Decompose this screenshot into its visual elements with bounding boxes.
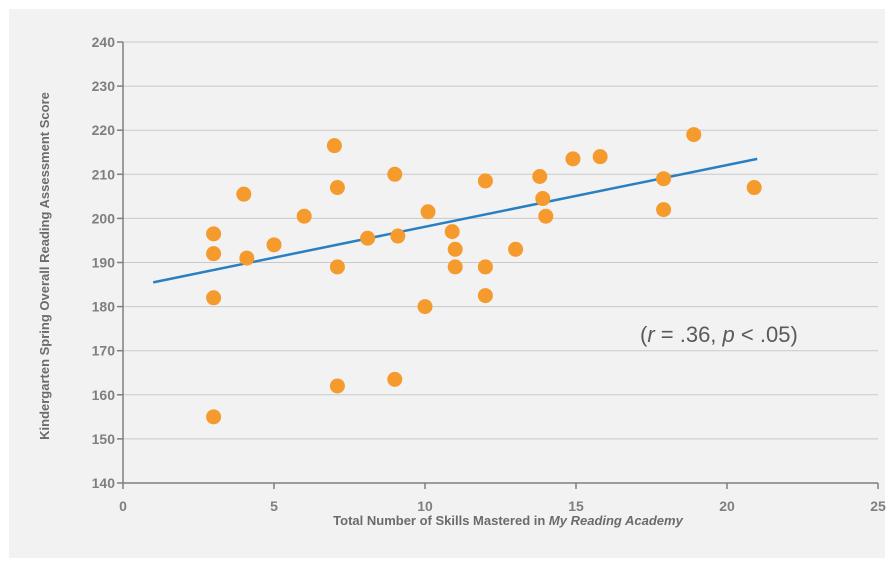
data-point <box>360 230 376 246</box>
data-point <box>444 224 460 240</box>
data-point <box>477 288 493 304</box>
chart-panel <box>9 9 885 558</box>
y-tick-labels: 140 150 160 170 180 190 200 210 220 230 240 <box>92 34 123 491</box>
data-point <box>387 371 403 387</box>
x-tick-labels: 0 5 10 15 20 25 <box>119 483 886 514</box>
data-point <box>746 180 762 196</box>
data-point <box>447 241 463 257</box>
x-tick-label: 0 <box>119 498 127 514</box>
data-point <box>206 290 222 306</box>
data-point <box>592 149 608 165</box>
y-tick-label: 200 <box>92 210 116 226</box>
data-point <box>329 180 345 196</box>
y-tick-label: 180 <box>92 299 116 315</box>
data-point <box>477 173 493 189</box>
y-tick-label: 170 <box>92 343 116 359</box>
data-point <box>296 208 312 224</box>
data-point <box>390 228 406 244</box>
y-tick-label: 220 <box>92 122 116 138</box>
y-tick-label: 240 <box>92 34 116 50</box>
x-tick-label: 15 <box>568 498 584 514</box>
y-tick-label: 160 <box>92 387 116 403</box>
data-point <box>417 299 433 315</box>
data-points <box>206 127 762 425</box>
y-tick-label: 190 <box>92 255 116 271</box>
grid-lines <box>123 41 878 440</box>
x-axis-label: Total Number of Skills Mastered in My Re… <box>333 513 683 528</box>
data-point <box>508 241 524 257</box>
data-point <box>387 166 403 182</box>
data-point <box>656 171 672 187</box>
y-tick-label: 140 <box>92 475 116 491</box>
data-point <box>656 202 672 218</box>
data-point <box>326 138 342 154</box>
x-tick-label: 10 <box>417 498 433 514</box>
x-tick-label: 25 <box>870 498 886 514</box>
data-point <box>329 259 345 275</box>
y-tick-label: 230 <box>92 78 116 94</box>
y-tick-label: 210 <box>92 166 116 182</box>
data-point <box>329 378 345 394</box>
data-point <box>239 250 255 266</box>
data-point <box>266 237 282 253</box>
data-point <box>236 186 252 202</box>
data-point <box>565 151 581 167</box>
data-point <box>420 204 436 220</box>
data-point <box>686 127 702 143</box>
data-point <box>538 208 554 224</box>
data-point <box>477 259 493 275</box>
x-tick-label: 5 <box>270 498 278 514</box>
data-point <box>206 409 222 425</box>
correlation-annotation: (r = .36, p < .05) <box>640 322 798 347</box>
data-point <box>535 191 551 207</box>
y-axis-label: Kindergarten Spring Overall Reading Asse… <box>37 92 52 440</box>
y-tick-label: 150 <box>92 431 116 447</box>
x-tick-label: 20 <box>719 498 735 514</box>
data-point <box>447 259 463 275</box>
data-point <box>532 169 548 185</box>
data-point <box>206 246 222 262</box>
data-point <box>206 226 222 242</box>
